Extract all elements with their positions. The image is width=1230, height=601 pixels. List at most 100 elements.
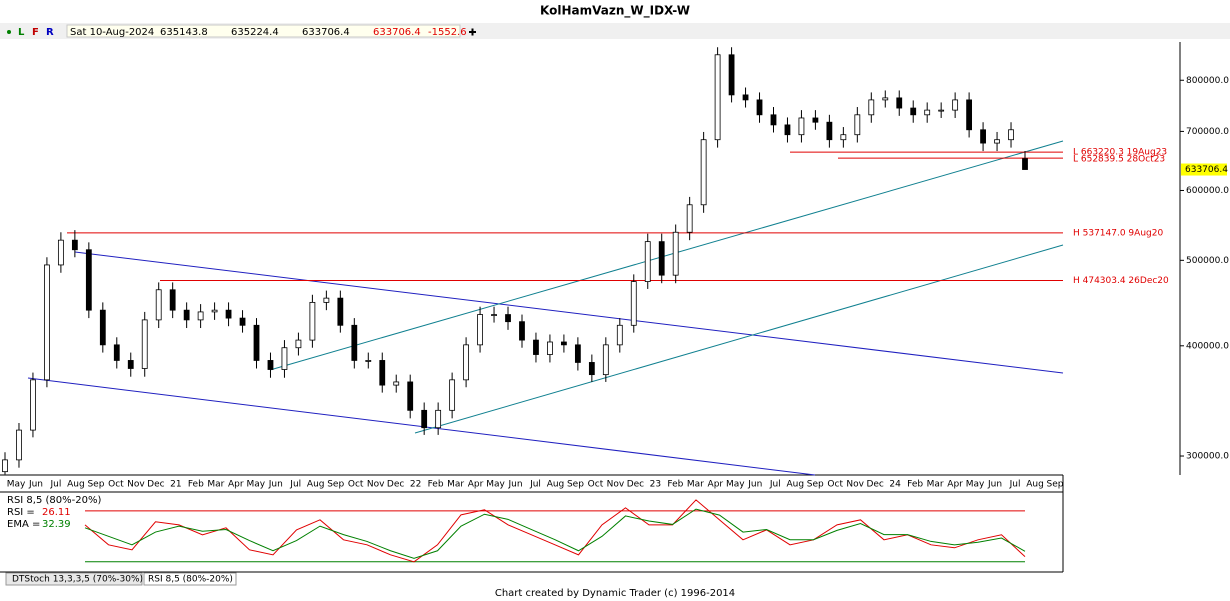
candle-body <box>616 324 623 346</box>
x-tick-label: Sep <box>1047 480 1064 490</box>
x-tick-label: Jun <box>747 480 762 490</box>
candle-body <box>561 341 567 346</box>
y-tick-label: 300000.0 <box>1186 452 1229 462</box>
candle-body <box>533 339 539 355</box>
candle-body <box>770 114 777 126</box>
x-tick-label: Nov <box>846 480 864 490</box>
x-tick-label: Dec <box>147 480 164 490</box>
candle-body <box>463 344 469 381</box>
candle-body <box>239 317 246 326</box>
level-label: L 652839.5 28Oct23 <box>1073 155 1165 165</box>
candle-body <box>896 97 903 109</box>
x-tick-label: Feb <box>667 480 683 490</box>
candle-body <box>882 97 889 101</box>
tab-label[interactable]: DTStoch 13,3,3,5 (70%-30%) <box>12 575 143 585</box>
indicator-l[interactable]: L <box>18 27 25 38</box>
indicator-r[interactable]: R <box>46 27 54 38</box>
x-tick-label: 24 <box>889 480 901 490</box>
x-tick-label: 21 <box>170 480 181 490</box>
y-tick-label: 400000.0 <box>1186 341 1229 351</box>
candle-body <box>840 134 847 141</box>
quote-change: -1552.6 <box>428 27 467 38</box>
x-tick-label: Apr <box>947 480 963 490</box>
tab[interactable] <box>143 572 237 586</box>
level-label: H 474303.4 26Dec20 <box>1073 276 1169 286</box>
x-tick-label: Jul <box>529 480 541 490</box>
y-tick-label: 800000.0 <box>1186 76 1229 86</box>
candle-body <box>281 347 288 370</box>
y-tick-label: 700000.0 <box>1186 127 1229 137</box>
candle-body <box>16 429 22 461</box>
candle-body <box>85 249 92 311</box>
x-tick-label: Dec <box>866 480 883 490</box>
x-tick-label: 22 <box>410 480 421 490</box>
candle-body <box>756 99 763 116</box>
candle-body <box>337 297 344 326</box>
x-tick-label: Nov <box>367 480 385 490</box>
quote-date: Sat 10-Aug-2024 <box>70 27 154 38</box>
candle-body <box>127 360 134 369</box>
candle-body <box>99 309 106 346</box>
candle-body <box>700 139 707 206</box>
x-tick-label: Mar <box>207 480 224 490</box>
x-tick-label: May <box>486 480 505 490</box>
candle-body <box>994 139 1000 144</box>
candle-body <box>602 344 609 376</box>
x-tick-label: May <box>726 480 745 490</box>
x-tick-label: May <box>966 480 985 490</box>
x-tick-label: Aug <box>67 480 85 490</box>
x-tick-label: May <box>7 480 26 490</box>
x-tick-label: Mar <box>927 480 944 490</box>
candle-body <box>113 344 120 361</box>
quote-low: 633706.4 <box>302 27 350 38</box>
x-tick-label: Sep <box>327 480 344 490</box>
last-price-label: 633706.4 <box>1185 165 1228 175</box>
candle-body <box>309 301 316 341</box>
candle-body <box>2 459 8 473</box>
x-tick-label: Jun <box>28 480 43 490</box>
rsi-line <box>84 499 1026 563</box>
candle-body <box>155 289 162 321</box>
x-tick-label: Oct <box>348 480 364 490</box>
x-tick-label: Mar <box>687 480 704 490</box>
candle-body <box>183 309 190 321</box>
candle-body <box>211 309 218 313</box>
level-label: L 663220.3 19Aug23 <box>1073 148 1167 158</box>
candle-body <box>225 309 232 319</box>
candle-body <box>57 239 64 266</box>
indicator-f[interactable]: F <box>32 27 39 38</box>
x-tick-label: Dec <box>387 480 404 490</box>
x-tick-label: Sep <box>807 480 824 490</box>
tab-label[interactable]: RSI 8,5 (80%-20%) <box>148 575 233 585</box>
y-tick-label: 600000.0 <box>1186 186 1229 196</box>
candle-body <box>658 241 665 276</box>
legend-value: 32.39 <box>42 519 71 530</box>
candle-body <box>393 381 400 386</box>
candle-body <box>141 319 148 369</box>
x-tick-label: Jul <box>289 480 301 490</box>
candle-body <box>644 241 651 282</box>
candle-body <box>924 109 931 116</box>
candle-body <box>742 94 749 101</box>
x-tick-label: Aug <box>547 480 565 490</box>
candle-body <box>1022 158 1028 170</box>
x-tick-label: Sep <box>567 480 584 490</box>
quote-box <box>66 24 461 38</box>
candle-body <box>868 99 875 116</box>
candle-body <box>714 54 721 141</box>
x-tick-label: Apr <box>228 480 244 490</box>
y-tick-label: 500000.0 <box>1186 256 1229 266</box>
tab[interactable] <box>5 572 143 586</box>
candle-body <box>477 314 483 346</box>
candle-body <box>365 360 372 362</box>
x-tick-label: Oct <box>588 480 604 490</box>
candle-body <box>910 107 917 116</box>
candle-body <box>938 109 945 112</box>
add-button[interactable] <box>469 28 476 36</box>
quote-high: 635224.4 <box>231 27 279 38</box>
x-tick-label: Aug <box>786 480 804 490</box>
candle-body <box>630 281 637 326</box>
candle-body <box>491 314 497 316</box>
x-tick-label: Mar <box>447 480 464 490</box>
